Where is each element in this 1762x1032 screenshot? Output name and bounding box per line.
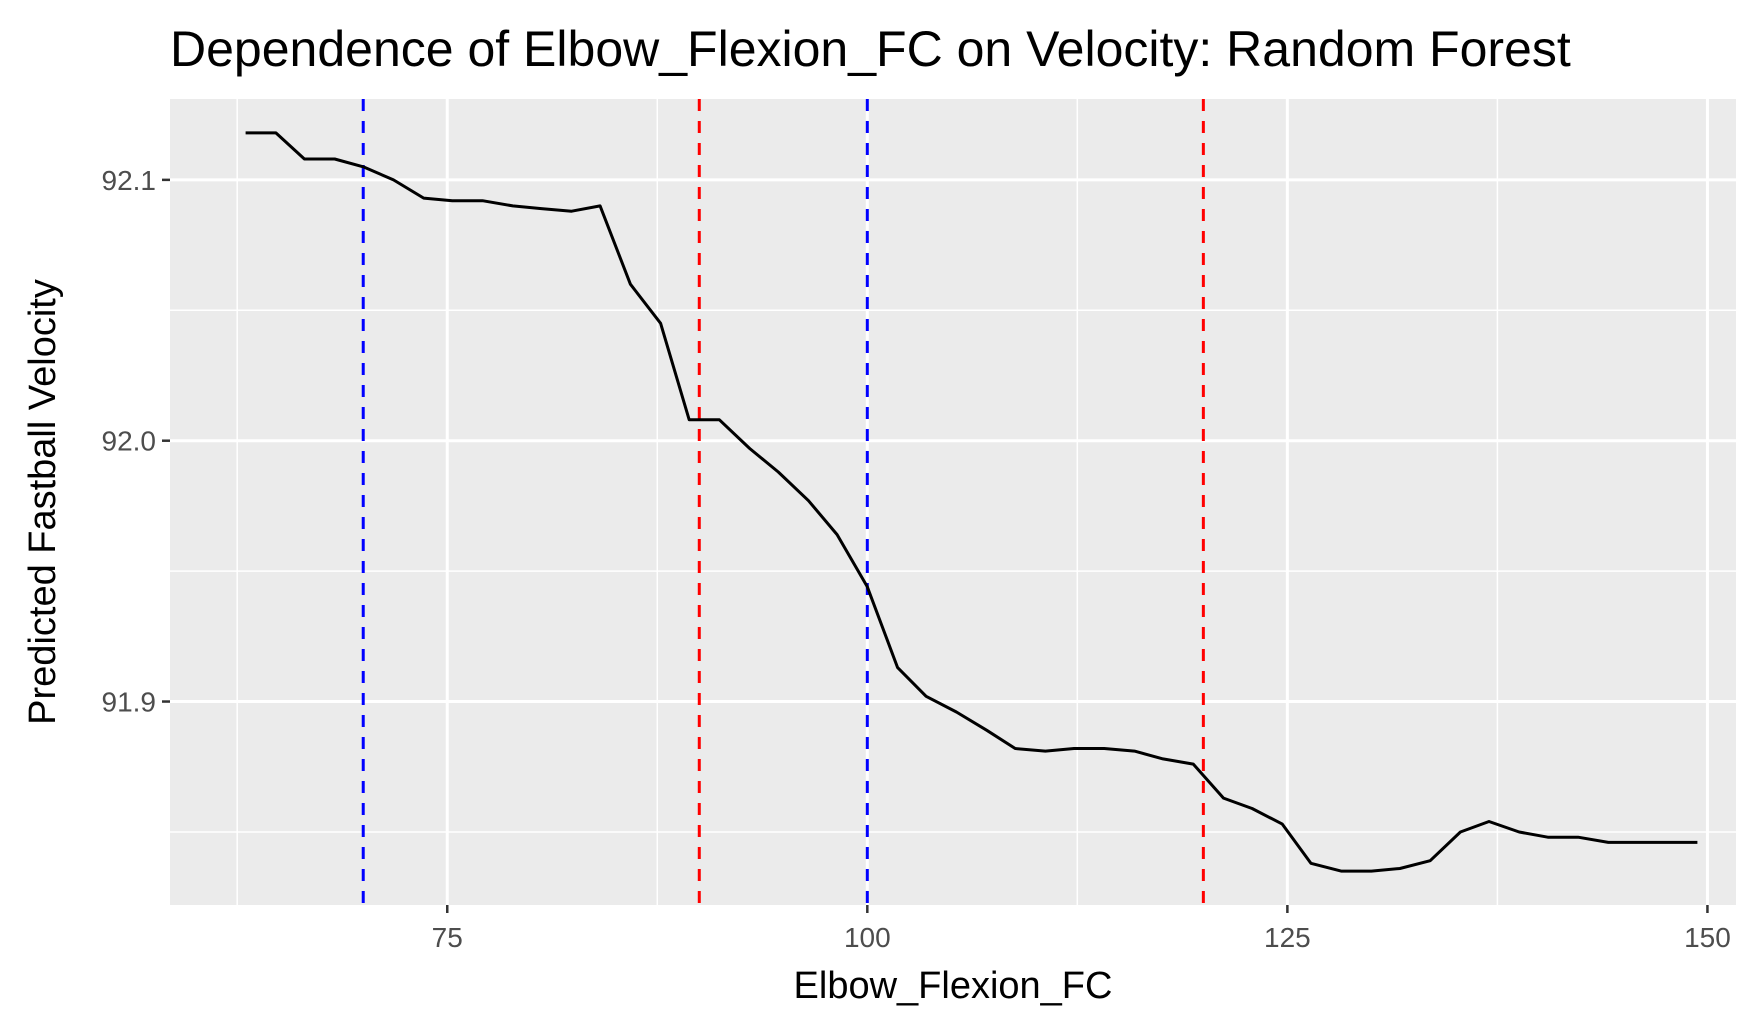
y-tick-label: 92.0 [102,426,157,457]
x-tick-label: 75 [432,922,463,953]
y-axis: 91.9 92.0 92.1 [102,165,170,718]
plot-panel [170,99,1736,905]
series-line [245,131,1698,873]
x-tick-label: 150 [1684,922,1731,953]
x-tick-label: 125 [1264,922,1311,953]
x-axis: 75 100 125 150 [432,905,1731,953]
y-tick-label: 91.9 [102,687,157,718]
reference-lines [361,99,1205,905]
y-tick-label: 92.1 [102,165,157,196]
x-axis-title: Elbow_Flexion_FC [794,965,1113,1007]
x-tick-label: 100 [844,922,891,953]
series-layer [245,131,1698,873]
major-gridlines [170,99,1736,905]
y-axis-title: Predicted Fastball Velocity [22,279,64,725]
minor-gridlines [170,99,1736,905]
chart-title: Dependence of Elbow_Flexion_FC on Veloci… [170,21,1571,77]
